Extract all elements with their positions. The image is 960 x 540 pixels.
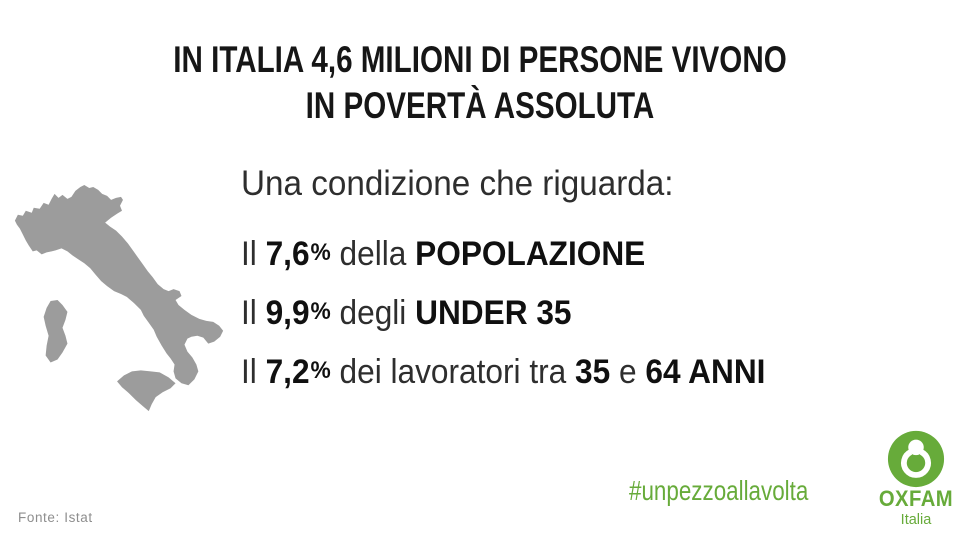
stat-group-label: POPOLAZIONE [415, 235, 646, 273]
stat-value: 7,2 [265, 353, 310, 391]
italy-mainland-shape [14, 184, 224, 386]
oxfam-logo: OXFAM Italia [872, 429, 960, 528]
percent-sign: % [310, 357, 331, 384]
stat-connector: della [339, 235, 407, 273]
percent-sign: % [310, 298, 331, 325]
page-title: IN ITALIA 4,6 MILIONI DI PERSONE VIVONO … [96, 37, 864, 129]
stat-age-from: 35 [575, 353, 611, 391]
title-line-2: IN POVERTÀ ASSOLUTA [305, 85, 655, 126]
stat-prefix: Il [241, 294, 257, 332]
oxfam-wordmark: OXFAM [878, 486, 954, 511]
title-line-1: IN ITALIA 4,6 MILIONI DI PERSONE VIVONO [173, 39, 787, 80]
hashtag-text: #unpezzoallavolta [629, 475, 809, 506]
stat-prefix: Il [241, 353, 257, 391]
stat-line-population: Il 7,6% della POPOLAZIONE [241, 234, 645, 275]
oxfam-person-circle-icon [887, 430, 945, 488]
stat-line-under-35: Il 9,9% degli UNDER 35 [241, 293, 572, 334]
intro-text: Una condizione che riguarda: [241, 164, 674, 203]
source-note: Fonte: Istat [18, 510, 93, 525]
stat-connector: degli [339, 294, 407, 332]
sicily-shape [117, 370, 176, 412]
logo-head-shape [908, 439, 924, 456]
stat-prefix: Il [241, 235, 257, 273]
percent-sign: % [310, 239, 331, 266]
logo-arms-shape [901, 449, 931, 478]
stat-value: 7,6 [265, 235, 310, 273]
stat-age-to: 64 ANNI [645, 353, 766, 391]
sardinia-shape [43, 300, 68, 363]
stat-line-workers-35-64: Il 7,2% dei lavoratori tra 35 e 64 ANNI [241, 352, 765, 393]
stat-group-label: UNDER 35 [415, 294, 572, 332]
stat-conjunction: e [619, 353, 637, 391]
oxfam-sublabel: Italia [900, 512, 932, 528]
italy-map-icon [14, 184, 224, 412]
stat-value: 9,9 [265, 294, 310, 332]
stat-connector: dei lavoratori tra [339, 353, 567, 391]
